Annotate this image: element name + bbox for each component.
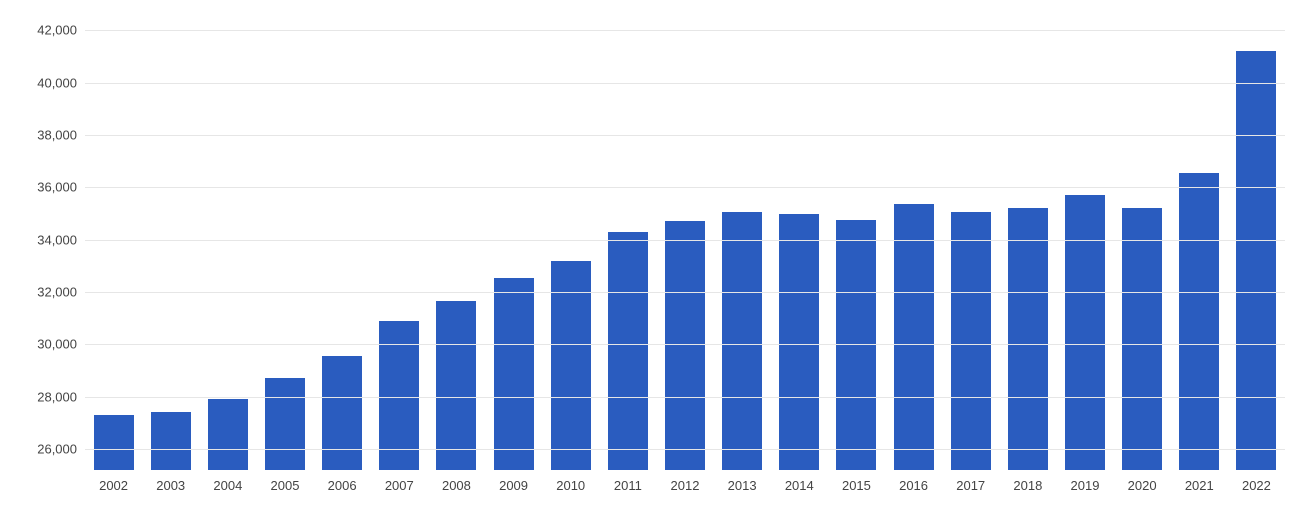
bar [1122,208,1162,470]
gridline [85,344,1285,345]
bar [94,415,134,470]
x-tick-label: 2013 [728,470,757,493]
y-tick-label: 38,000 [37,128,85,143]
y-tick-label: 34,000 [37,232,85,247]
x-tick-label: 2016 [899,470,928,493]
gridline [85,83,1285,84]
y-tick-label: 36,000 [37,180,85,195]
plot-area: 26,00028,00030,00032,00034,00036,00038,0… [85,20,1285,470]
bar [608,232,648,470]
bar [951,212,991,470]
bar [894,204,934,470]
bar [1236,51,1276,470]
bar [779,214,819,470]
x-tick-label: 2002 [99,470,128,493]
x-tick-label: 2010 [556,470,585,493]
x-tick-label: 2005 [271,470,300,493]
x-tick-label: 2012 [671,470,700,493]
x-tick-label: 2022 [1242,470,1271,493]
y-tick-label: 40,000 [37,75,85,90]
y-tick-label: 32,000 [37,285,85,300]
bar [1008,208,1048,470]
x-tick-label: 2020 [1128,470,1157,493]
gridline [85,292,1285,293]
x-tick-label: 2019 [1071,470,1100,493]
x-tick-label: 2003 [156,470,185,493]
x-tick-label: 2008 [442,470,471,493]
x-tick-label: 2009 [499,470,528,493]
x-tick-label: 2007 [385,470,414,493]
gridline [85,135,1285,136]
bar [208,399,248,470]
x-tick-label: 2006 [328,470,357,493]
gridline [85,187,1285,188]
bar [265,378,305,470]
bar [436,301,476,470]
bar [722,212,762,470]
bar [322,356,362,470]
chart-container: 26,000 28,000 30,000 32,000 34,000 36,000 38,0… [0,0,1305,510]
bar [1179,173,1219,470]
x-tick-label: 2017 [956,470,985,493]
y-tick-label: 42,000 [37,23,85,38]
x-tick-label: 2004 [213,470,242,493]
gridline [85,30,1285,31]
x-tick-label: 2015 [842,470,871,493]
bars-group [85,20,1285,470]
bar [1065,195,1105,470]
x-tick-label: 2021 [1185,470,1214,493]
gridline [85,449,1285,450]
y-tick-label: 30,000 [37,337,85,352]
bar [665,221,705,470]
bar [151,412,191,470]
gridline [85,240,1285,241]
x-tick-label: 2011 [614,470,642,493]
y-tick-label: 28,000 [37,389,85,404]
bar [379,321,419,470]
x-tick-label: 2018 [1013,470,1042,493]
gridline [85,397,1285,398]
bar [494,278,534,470]
y-tick-label: 26,000 [37,442,85,457]
x-tick-label: 2014 [785,470,814,493]
